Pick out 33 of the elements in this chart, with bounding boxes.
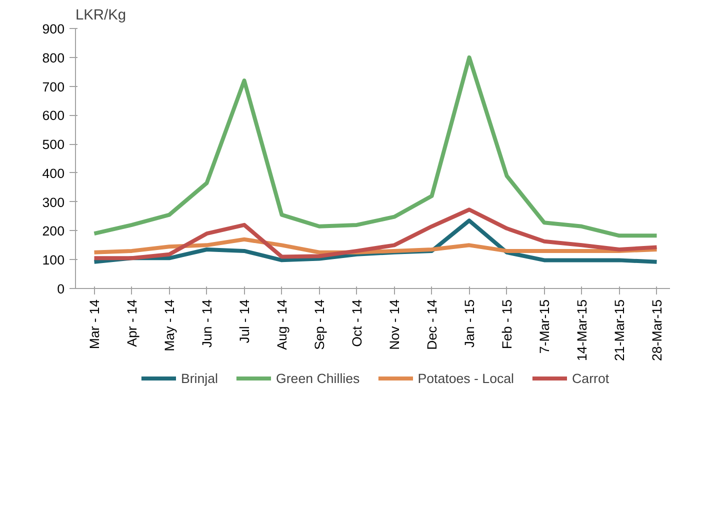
x-tick-label: 7-Mar-15 [536,299,552,354]
y-tick-label: 300 [42,194,65,210]
y-tick-label: 900 [42,22,65,36]
x-tick-label: Jun - 14 [199,298,214,348]
x-tick-label: Oct - 14 [349,298,364,347]
legend-label: Potatoes - Local [418,370,514,386]
x-tick-label: Dec - 14 [424,298,440,350]
legend-label: Brinjal [180,370,218,386]
legend-label: Green Chillies [276,370,360,386]
x-tick-label: 28-Mar-15 [649,299,664,361]
x-tick-label: 14-Mar-15 [574,299,590,361]
y-tick-label: 200 [42,224,65,239]
x-tick-label: May - 14 [162,298,177,352]
x-tick-label: Aug - 14 [274,298,290,350]
x-tick-label: Nov - 14 [386,298,402,350]
y-tick-label: 100 [42,252,65,268]
y-tick-label: 800 [42,50,65,66]
y-tick-label: 500 [42,137,65,152]
y-tick-label: 0 [57,282,65,296]
x-tick-label: Jul - 14 [236,298,252,344]
line-series [92,208,659,260]
x-tick-label: Mar - 14 [86,298,102,350]
x-tick-label: Jan - 15 [462,299,477,348]
y-tick-label: 700 [42,79,65,94]
x-tick-label: Feb - 15 [499,299,514,350]
y-axis-title: LKR/Kg [76,8,126,24]
x-tick-label: 21-Mar-15 [612,299,627,361]
x-tick-label: Sep - 14 [312,298,327,350]
line-series [92,55,659,238]
x-tick-label: Apr - 14 [124,298,140,347]
y-tick-label: 600 [42,108,65,124]
legend-label: Carrot [572,370,610,386]
y-tick-label: 400 [42,166,65,181]
